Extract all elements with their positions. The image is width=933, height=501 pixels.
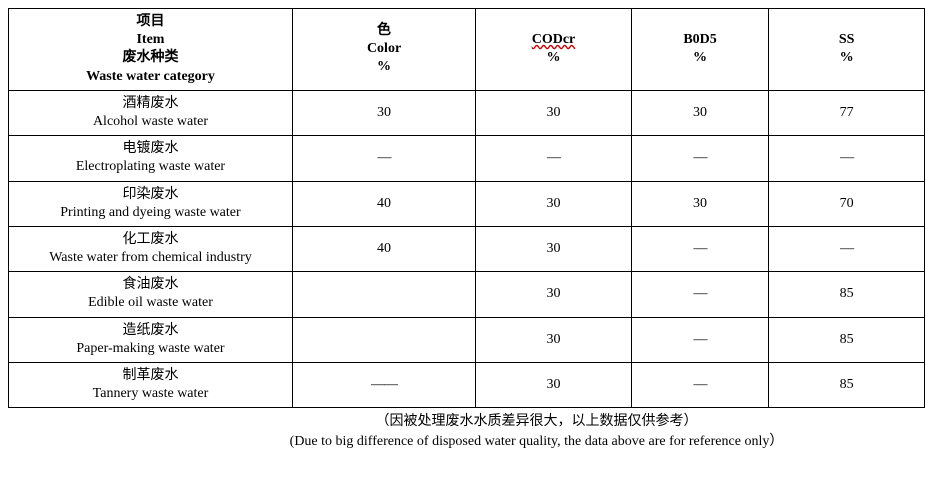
item-name-cn: 制革废水	[15, 367, 286, 385]
item-name-en: Tannery waste water	[15, 385, 286, 403]
cell-codcr: —	[476, 136, 632, 181]
item-name-cn: 食油废水	[15, 276, 286, 294]
cell-item: 化工废水Waste water from chemical industry	[9, 226, 293, 271]
cell-color: 40	[292, 181, 475, 226]
item-name-cn: 造纸废水	[15, 322, 286, 340]
cell-bod5: —	[631, 136, 768, 181]
cell-color: 30	[292, 90, 475, 135]
header-color-pct: %	[299, 58, 469, 76]
item-name-en: Edible oil waste water	[15, 294, 286, 312]
table-row: 电镀废水Electroplating waste water————	[9, 136, 925, 181]
header-color-cn: 色	[299, 22, 469, 40]
footnote-cn: （因被处理废水水质差异很大，以上数据仅供参考）	[376, 414, 698, 429]
item-name-cn: 电镀废水	[15, 140, 286, 158]
table-body: 酒精废水Alcohol waste water30303077电镀废水Elect…	[9, 90, 925, 408]
cell-item: 造纸废水Paper-making waste water	[9, 317, 293, 362]
header-codcr-pct: %	[482, 49, 625, 67]
cell-item: 食油废水Edible oil waste water	[9, 272, 293, 317]
cell-bod5: —	[631, 226, 768, 271]
cell-item: 印染废水Printing and dyeing waste water	[9, 181, 293, 226]
item-name-cn: 印染废水	[15, 186, 286, 204]
cell-codcr: 30	[476, 181, 632, 226]
footnote-en: (Due to big difference of disposed water…	[290, 434, 784, 449]
table-row: 制革废水Tannery waste water——30—85	[9, 363, 925, 408]
header-bod5-pct: %	[638, 49, 762, 67]
cell-ss: 85	[769, 272, 925, 317]
cell-codcr: 30	[476, 272, 632, 317]
cell-color: 40	[292, 226, 475, 271]
header-item-cn2: 废水种类	[15, 49, 286, 67]
cell-codcr: 30	[476, 317, 632, 362]
cell-color: —	[292, 136, 475, 181]
header-ss-pct: %	[775, 49, 918, 67]
cell-ss: 85	[769, 317, 925, 362]
cell-codcr: 30	[476, 226, 632, 271]
table-row: 食油废水Edible oil waste water 30—85	[9, 272, 925, 317]
item-name-en: Electroplating waste water	[15, 158, 286, 176]
cell-ss: —	[769, 136, 925, 181]
cell-codcr: 30	[476, 363, 632, 408]
header-bod5-label: B0D5	[638, 31, 762, 49]
header-item-en2: Waste water category	[15, 68, 286, 86]
cell-bod5: 30	[631, 181, 768, 226]
cell-ss: 70	[769, 181, 925, 226]
cell-item: 电镀废水Electroplating waste water	[9, 136, 293, 181]
cell-ss: —	[769, 226, 925, 271]
header-codcr: CODcr %	[476, 9, 632, 91]
cell-codcr: 30	[476, 90, 632, 135]
header-ss: SS %	[769, 9, 925, 91]
footnote: （因被处理废水水质差异很大，以上数据仅供参考） (Due to big diff…	[8, 412, 925, 451]
cell-ss: 85	[769, 363, 925, 408]
cell-color	[292, 272, 475, 317]
item-name-en: Paper-making waste water	[15, 340, 286, 358]
cell-ss: 77	[769, 90, 925, 135]
item-name-en: Alcohol waste water	[15, 113, 286, 131]
item-name-en: Printing and dyeing waste water	[15, 204, 286, 222]
header-bod5: B0D5 %	[631, 9, 768, 91]
table-header-row: 项目 Item 废水种类 Waste water category 色 Colo…	[9, 9, 925, 91]
waste-water-table: 项目 Item 废水种类 Waste water category 色 Colo…	[8, 8, 925, 408]
table-row: 化工废水Waste water from chemical industry40…	[9, 226, 925, 271]
cell-bod5: —	[631, 317, 768, 362]
header-color-en: Color	[299, 40, 469, 58]
header-codcr-label: CODcr	[532, 32, 576, 47]
cell-color: ——	[292, 363, 475, 408]
header-item: 项目 Item 废水种类 Waste water category	[9, 9, 293, 91]
header-item-cn1: 项目	[15, 13, 286, 31]
cell-item: 酒精废水Alcohol waste water	[9, 90, 293, 135]
table-row: 造纸废水Paper-making waste water 30—85	[9, 317, 925, 362]
header-item-en1: Item	[15, 31, 286, 49]
cell-bod5: —	[631, 363, 768, 408]
item-name-cn: 化工废水	[15, 231, 286, 249]
header-ss-label: SS	[775, 31, 918, 49]
cell-item: 制革废水Tannery waste water	[9, 363, 293, 408]
cell-color	[292, 317, 475, 362]
cell-bod5: 30	[631, 90, 768, 135]
table-row: 印染废水Printing and dyeing waste water40303…	[9, 181, 925, 226]
item-name-cn: 酒精废水	[15, 95, 286, 113]
table-row: 酒精废水Alcohol waste water30303077	[9, 90, 925, 135]
cell-bod5: —	[631, 272, 768, 317]
item-name-en: Waste water from chemical industry	[15, 249, 286, 267]
header-color: 色 Color %	[292, 9, 475, 91]
